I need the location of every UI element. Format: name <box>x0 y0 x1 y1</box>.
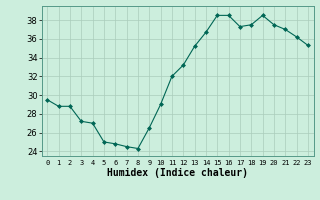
X-axis label: Humidex (Indice chaleur): Humidex (Indice chaleur) <box>107 168 248 178</box>
